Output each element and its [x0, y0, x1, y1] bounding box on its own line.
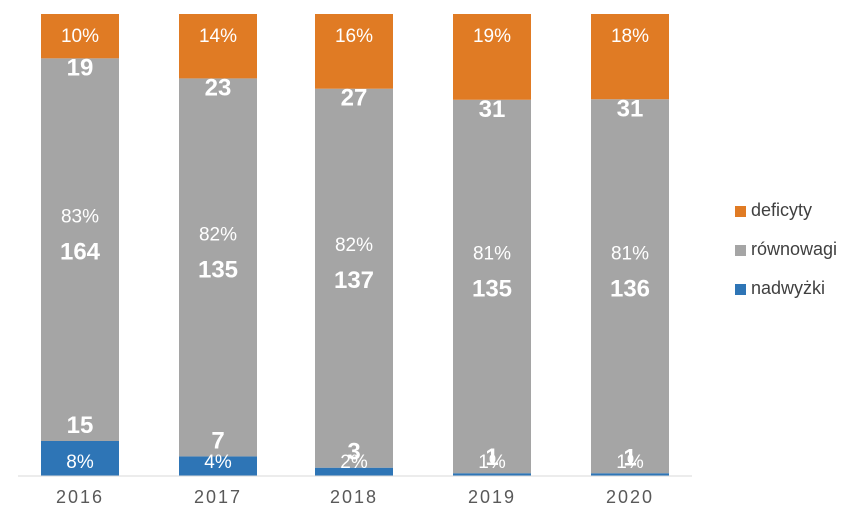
x-tick-2016: 2016 — [56, 487, 104, 507]
bar-nadwyzki-2019 — [453, 473, 531, 476]
legend: deficyty równowagi nadwyżki — [735, 200, 837, 298]
label-count-nadwyzki-2020: 1 — [623, 444, 636, 471]
label-pct-nadwyzki-2016: 8% — [66, 452, 94, 473]
label-pct-deficyty-2016: 10% — [61, 26, 99, 47]
x-tick-2020: 2020 — [606, 487, 654, 507]
x-axis-ticks: 2016 2017 2018 2019 2020 — [56, 487, 654, 507]
legend-label-rownowagi: równowagi — [751, 239, 837, 259]
bar-nadwyzki-2017 — [179, 456, 257, 476]
label-count-nadwyzki-2019: 1 — [485, 444, 498, 471]
bar-rownowagi-2019 — [453, 99, 531, 474]
data-labels-layer: 8% 15 83% 164 10% 19 4%7 82% 135 14% 23 2%3 82% 137 16… — [60, 26, 650, 473]
label-pct-rownowagi-2018: 82% — [335, 235, 373, 256]
bar-rownowagi-2020 — [591, 99, 669, 474]
label-pct-nadwyzki-2017: 4% — [204, 452, 232, 473]
label-count-nadwyzki-2017: 7 — [211, 427, 224, 454]
label-pct-rownowagi-2019: 81% — [473, 243, 511, 264]
x-tick-2019: 2019 — [468, 487, 516, 507]
legend-label-deficyty: deficyty — [751, 200, 812, 220]
label-pct-nadwyzki-2020: 1% — [616, 452, 644, 473]
label-pct-rownowagi-2016: 83% — [61, 207, 99, 228]
bar-deficyty-2018 — [315, 14, 393, 89]
label-pct-deficyty-2017: 14% — [199, 26, 237, 47]
legend-label-nadwyzki: nadwyżki — [751, 278, 825, 298]
label-count-rownowagi-2017: 135 — [198, 256, 238, 283]
bar-nadwyzki-2016 — [41, 441, 119, 476]
bars-layer — [41, 14, 669, 476]
label-pct-rownowagi-2017: 82% — [199, 224, 237, 245]
bar-nadwyzki-2020 — [591, 473, 669, 476]
label-count-deficyty-2018: 27 — [341, 85, 368, 112]
legend-swatch-rownowagi — [735, 245, 746, 256]
label-count-rownowagi-2019: 135 — [472, 275, 512, 302]
label-count-rownowagi-2018: 137 — [334, 267, 374, 294]
bar-deficyty-2019 — [453, 14, 531, 100]
bar-deficyty-2020 — [591, 14, 669, 100]
label-count-deficyty-2019: 31 — [479, 96, 506, 123]
bar-rownowagi-2016 — [41, 58, 119, 441]
label-pct-deficyty-2020: 18% — [611, 26, 649, 47]
bar-rownowagi-2017 — [179, 78, 257, 457]
bar-rownowagi-2018 — [315, 88, 393, 468]
bar-nadwyzki-2018 — [315, 467, 393, 476]
bar-deficyty-2017 — [179, 14, 257, 79]
label-count-rownowagi-2020: 136 — [610, 275, 650, 302]
label-pct-deficyty-2018: 16% — [335, 26, 373, 47]
label-pct-nadwyzki-2019: 1% — [478, 452, 506, 473]
legend-swatch-deficyty — [735, 206, 746, 217]
label-count-rownowagi-2016: 164 — [60, 239, 101, 266]
label-pct-rownowagi-2020: 81% — [611, 243, 649, 264]
label-pct-deficyty-2019: 19% — [473, 26, 511, 47]
legend-swatch-nadwyzki — [735, 284, 746, 295]
label-count-nadwyzki-2018: 3 — [347, 439, 360, 466]
x-tick-2017: 2017 — [194, 487, 242, 507]
label-count-deficyty-2016: 19 — [67, 54, 94, 81]
label-count-nadwyzki-2016: 15 — [67, 412, 94, 439]
label-count-deficyty-2020: 31 — [617, 95, 644, 122]
x-tick-2018: 2018 — [330, 487, 378, 507]
label-count-deficyty-2017: 23 — [205, 74, 232, 101]
label-pct-nadwyzki-2018: 2% — [340, 452, 368, 473]
bar-deficyty-2016 — [41, 14, 119, 59]
